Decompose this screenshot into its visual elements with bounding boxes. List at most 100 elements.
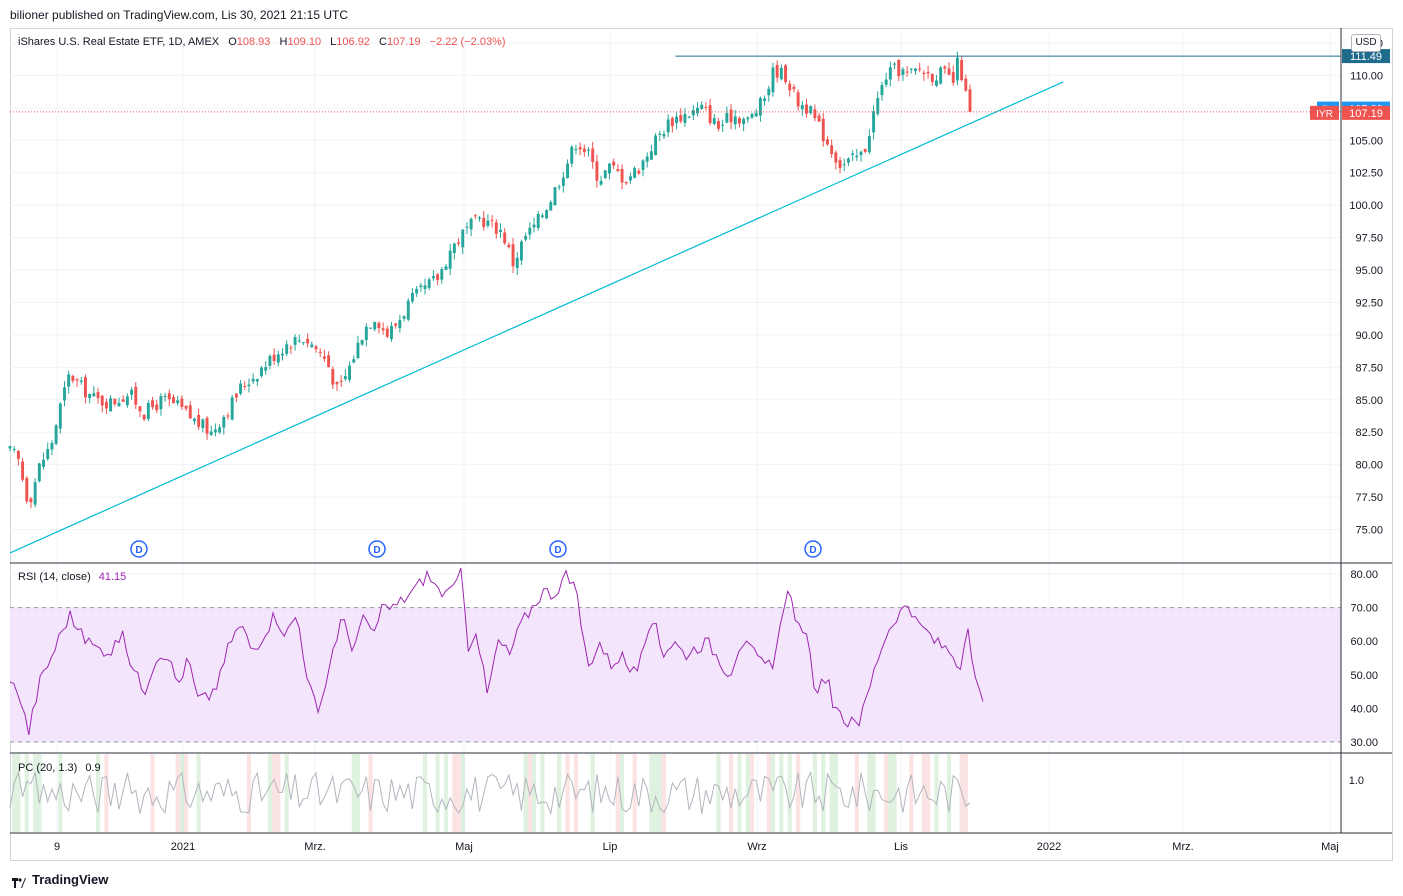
pc-highlight-bar [435,754,440,832]
pc-title[interactable]: PC (20, 1.3) [18,762,78,774]
candle-body [725,113,729,123]
pc-highlight-bar [829,754,834,832]
pc-highlight-bar [104,754,109,832]
x-tick-label: Lip [603,841,618,853]
x-tick-label: Mrz. [1172,841,1193,853]
x-tick-label: Wrz [747,841,766,853]
candle-body [675,116,679,123]
candle-body [754,112,758,117]
symbol-name[interactable]: iShares U.S. Real Estate ETF, 1D, AMEX [18,36,220,48]
candle-body [549,202,553,211]
footer-brand[interactable]: TradingView [12,872,109,888]
candle-body [406,300,410,320]
candle-body [192,418,196,422]
pc-highlight-bar [443,754,449,832]
y-tick-label: 90.00 [1355,330,1383,342]
x-tick-label: Maj [455,841,473,853]
candle-body [92,393,96,397]
candle-body [897,60,901,77]
candle-body [805,104,808,114]
y-tick-label: 75.00 [1355,525,1383,537]
candle-body [557,186,561,188]
candle-body [872,111,876,133]
dividend-marker[interactable]: D [804,540,822,558]
rsi-title[interactable]: RSI (14, close) [18,571,91,583]
candle-body [968,89,972,112]
candle-body [763,98,767,101]
y-tick-label: 105.00 [1349,135,1383,147]
candle-body [784,65,788,83]
candle-body [457,242,461,244]
currency-button[interactable]: USD [1351,34,1381,52]
candle-body [369,327,372,329]
candle-body [42,459,45,467]
candle-body [721,124,725,126]
candle-body [951,72,955,83]
low-value: 106.92 [336,36,370,48]
candle-body [255,379,259,382]
price-tag-value: 111.49 [1350,51,1382,63]
candle-body [561,177,565,187]
candle-body [79,380,83,383]
dividend-marker-circle [549,540,567,558]
y-tick-label: 102.50 [1349,168,1383,180]
dividend-marker[interactable]: D [368,540,386,558]
pc-highlight-bar [557,754,562,832]
candle-body [813,109,817,119]
candle-body [867,136,871,153]
high-value: 109.10 [287,36,322,48]
pc-highlight-bar [175,754,180,832]
candle-body [469,218,473,230]
candle-body [16,450,20,460]
candle-body [532,224,536,228]
x-tick-label: Mrz. [304,841,325,853]
open-value: 108.93 [236,36,271,48]
y-tick-label: 110.00 [1350,70,1383,82]
pc-highlight-bar [653,754,658,832]
dividend-marker-label: D [373,545,380,556]
tradingview-logo-icon [12,876,26,888]
candle-body [909,68,913,70]
pc-highlight-bar [531,754,537,832]
dividend-marker[interactable]: D [549,540,567,558]
candle-body [645,156,649,162]
candle-body [679,115,683,122]
candle-body [737,118,741,124]
y-tick-label: 82.50 [1355,427,1383,439]
pc-highlight-bar [661,754,667,832]
candle-body [285,344,289,354]
pc-highlight-bar [272,754,277,832]
pc-highlight-bar [460,754,465,832]
change-value: −2.22 (−2.03%) [429,36,506,48]
candle-body [37,463,41,482]
candle-body [335,382,339,385]
dividend-marker[interactable]: D [130,540,148,558]
pc-highlight-bar [267,754,272,832]
candle-body [29,498,33,503]
candle-body [792,86,796,90]
candle-body [955,57,959,81]
candle-body [281,353,284,356]
candle-body [809,106,813,114]
pc-highlight-bar [276,754,281,832]
candle-body [519,241,523,261]
candle-body [826,139,829,145]
candle-body [297,340,301,342]
pc-highlight-bar [963,754,968,832]
candle-body [230,397,234,420]
pc-highlight-bar [284,754,289,832]
candle-body [683,113,687,123]
candle-body [654,135,658,156]
x-tick-label: Maj [1321,841,1339,853]
candle-body [603,170,607,179]
pc-highlight-bar [766,754,771,832]
candle-body [465,226,469,228]
candle-body [855,155,859,158]
pc-highlight-bar [821,754,826,832]
candle-body [553,187,557,206]
footer-brand-text: TradingView [32,872,109,887]
candle-body [138,406,142,412]
candle-body [268,355,272,366]
candle-body [104,401,108,409]
